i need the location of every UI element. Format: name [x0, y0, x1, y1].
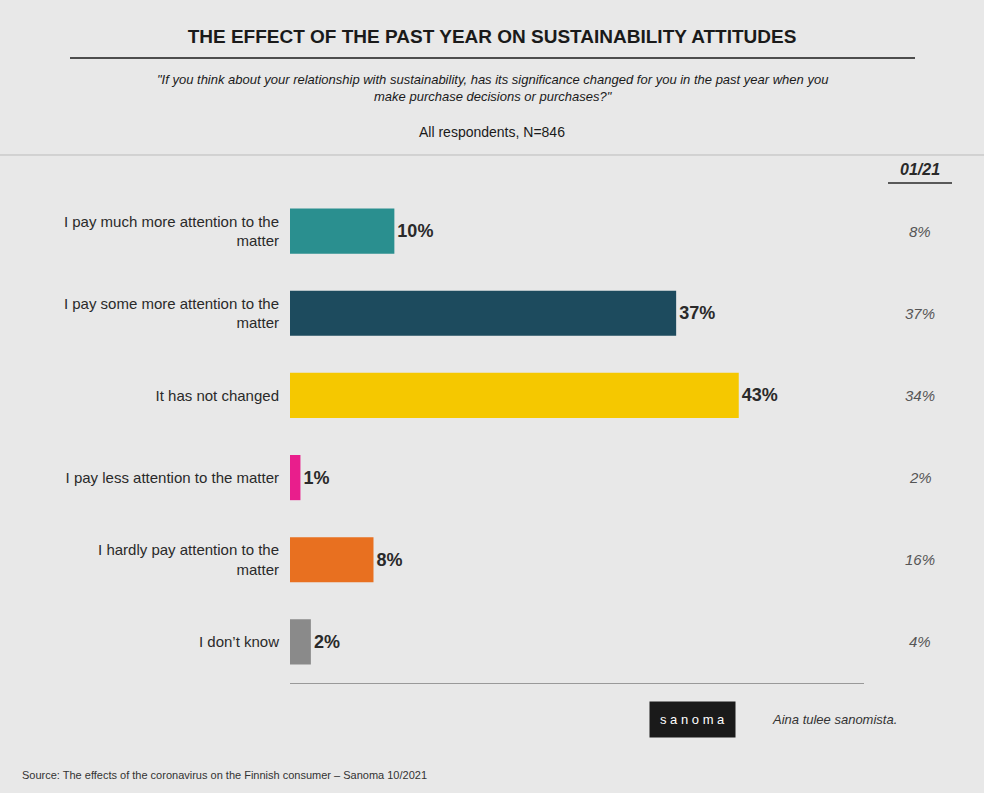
svg-text:I pay less attention to the ma: I pay less attention to the matter [66, 469, 279, 486]
svg-text:All respondents, N=846: All respondents, N=846 [419, 124, 565, 140]
svg-text:I pay much more attention to t: I pay much more attention to thematter [64, 213, 279, 250]
svg-text:16%: 16% [905, 551, 935, 568]
svg-text:10%: 10% [397, 221, 433, 241]
svg-text:01/21: 01/21 [900, 161, 940, 178]
svg-text:8%: 8% [909, 223, 931, 240]
svg-text:37%: 37% [905, 305, 935, 322]
svg-text:8%: 8% [376, 550, 402, 570]
svg-text:s a n o m a: s a n o m a [660, 712, 725, 727]
svg-text:43%: 43% [742, 385, 778, 405]
svg-text:It has not changed: It has not changed [156, 387, 279, 404]
svg-text:"If you think about your relat: "If you think about your relationship wi… [157, 72, 828, 104]
svg-text:THE EFFECT OF THE PAST YEAR ON: THE EFFECT OF THE PAST YEAR ON SUSTAINAB… [188, 26, 797, 47]
svg-text:Source: The effects of the cor: Source: The effects of the coronavirus o… [22, 769, 427, 781]
svg-text:2%: 2% [909, 469, 932, 486]
svg-text:4%: 4% [909, 633, 931, 650]
svg-text:1%: 1% [303, 468, 329, 488]
svg-text:Aina tulee sanomista.: Aina tulee sanomista. [772, 712, 897, 727]
svg-text:34%: 34% [905, 387, 935, 404]
svg-text:37%: 37% [679, 303, 715, 323]
svg-text:I pay some more attention to t: I pay some more attention to thematter [64, 295, 279, 332]
svg-text:I hardly pay attention to them: I hardly pay attention to thematter [98, 541, 279, 578]
svg-text:I don’t know: I don’t know [199, 633, 279, 650]
svg-text:2%: 2% [314, 632, 340, 652]
